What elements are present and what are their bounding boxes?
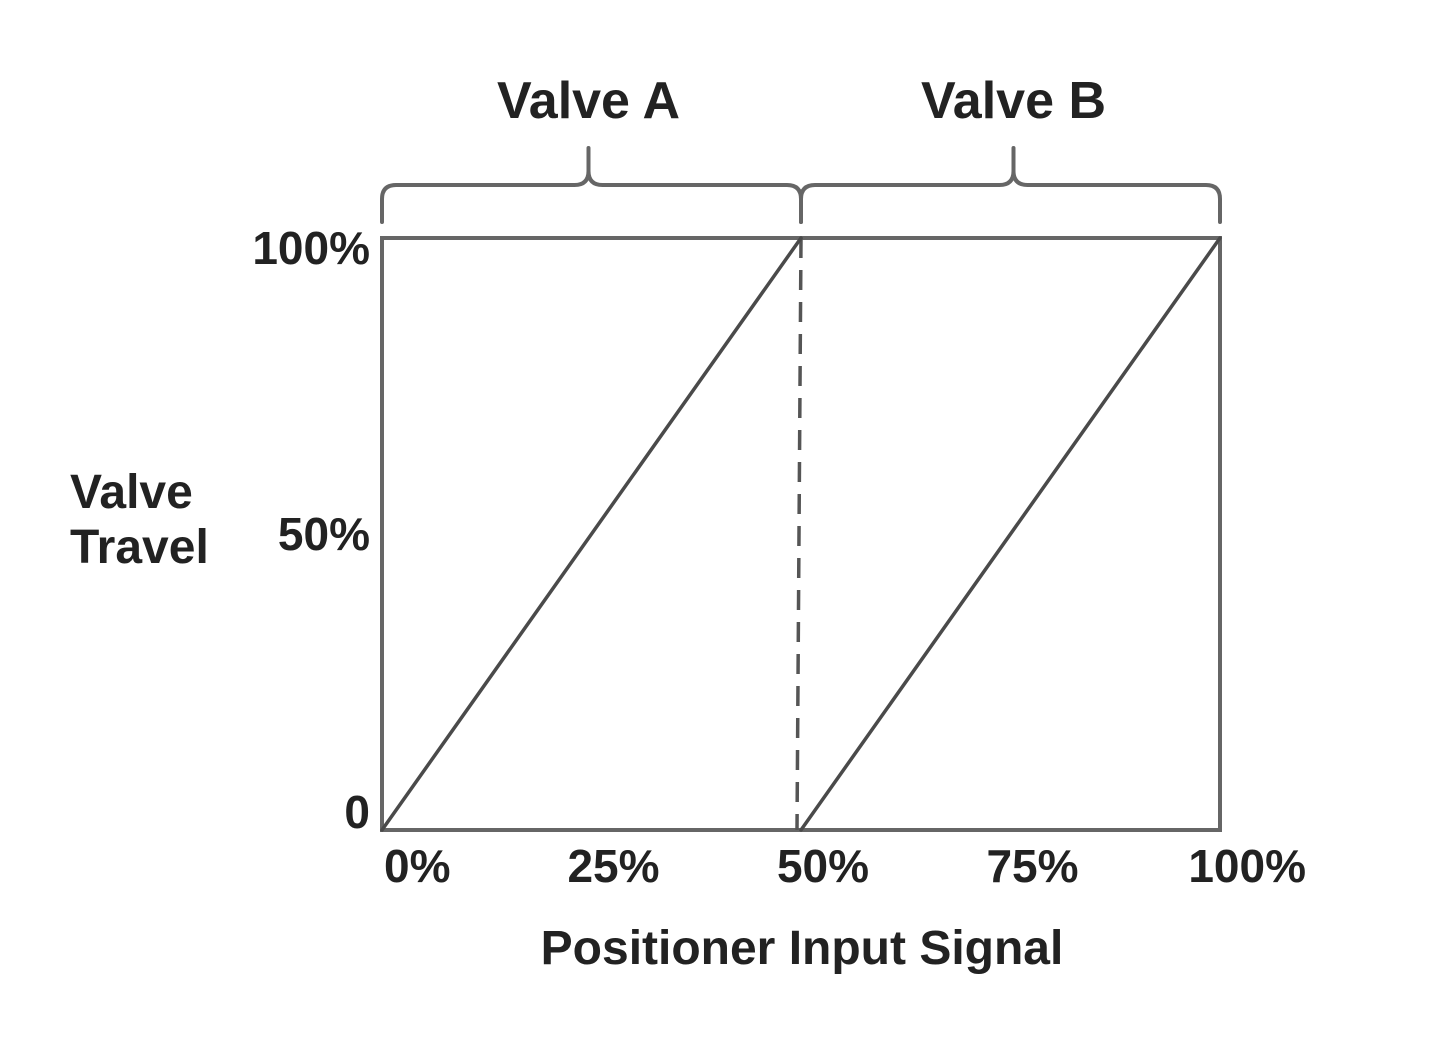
- y-axis-ticks: 0 50% 100%: [252, 222, 370, 838]
- range-label-2: Valve B: [921, 72, 1106, 130]
- travel-line-1: [380, 236, 803, 832]
- x-tick-label: 100%: [1188, 840, 1306, 892]
- x-axis-ticks: 0% 25% 50% 75% 100%: [384, 840, 1306, 892]
- y-tick-label: 100%: [252, 222, 370, 274]
- range-label-1: Valve A: [497, 72, 680, 130]
- split-point-dashed-line: [795, 237, 803, 831]
- x-tick-label: 50%: [777, 840, 869, 892]
- travel-lines: [380, 236, 1222, 832]
- plot-frame: [380, 236, 1222, 832]
- valve-ranges: Valve A Valve B: [380, 72, 1222, 224]
- x-axis-title: Positioner Input Signal: [541, 922, 1064, 975]
- range-brace-1: [380, 146, 803, 224]
- y-axis-title-line: Travel: [70, 521, 209, 574]
- y-tick-label: 0: [344, 786, 370, 838]
- y-axis-title-line: Valve: [70, 466, 193, 519]
- travel-line-2: [799, 236, 1222, 832]
- y-tick-label: 50%: [278, 508, 370, 560]
- x-tick-label: 0%: [384, 840, 450, 892]
- range-brace-2: [799, 146, 1222, 224]
- x-tick-label: 75%: [986, 840, 1078, 892]
- x-tick-label: 25%: [567, 840, 659, 892]
- y-axis-title: Valve Travel: [70, 466, 209, 574]
